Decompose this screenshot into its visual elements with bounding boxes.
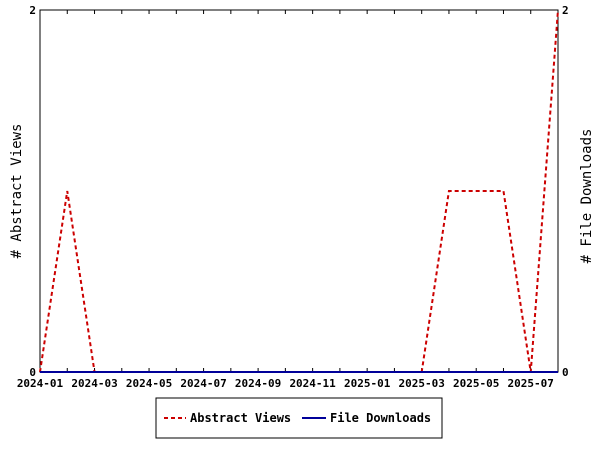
legend-label-abstract-views: Abstract Views	[190, 411, 291, 425]
x-tick-label: 2024-01	[17, 377, 64, 390]
x-tick-label: 2025-03	[399, 377, 445, 390]
y2-tick-label: 2	[562, 4, 569, 17]
y-tick-label: 0	[29, 366, 36, 379]
plot-area	[39, 9, 559, 373]
x-tick-label: 2024-11	[289, 377, 336, 390]
x-tick-label: 2024-05	[126, 377, 172, 390]
x-tick-labels: 2024-01 2024-03 2024-05 2024-07 2024-09 2024-…	[17, 377, 554, 390]
legend-box	[155, 397, 443, 439]
x-tick-label: 2024-07	[180, 377, 226, 390]
x-ticks	[39, 10, 559, 372]
y2-tick-label: 0	[562, 366, 569, 379]
x-tick-label: 2025-07	[508, 377, 554, 390]
y2-axis-title: # File Downloads	[579, 129, 595, 264]
x-tick-label: 2025-01	[344, 377, 391, 390]
y-axis-title: # Abstract Views	[9, 124, 25, 259]
x-tick-label: 2025-05	[453, 377, 499, 390]
x-tick-label: 2024-09	[235, 377, 281, 390]
legend-label-file-downloads: File Downloads	[330, 411, 431, 425]
y-tick-label: 2	[29, 4, 36, 17]
legend: Abstract Views File Downloads	[155, 397, 443, 439]
series-lines	[39, 9, 559, 373]
x-tick-label: 2024-03	[71, 377, 117, 390]
